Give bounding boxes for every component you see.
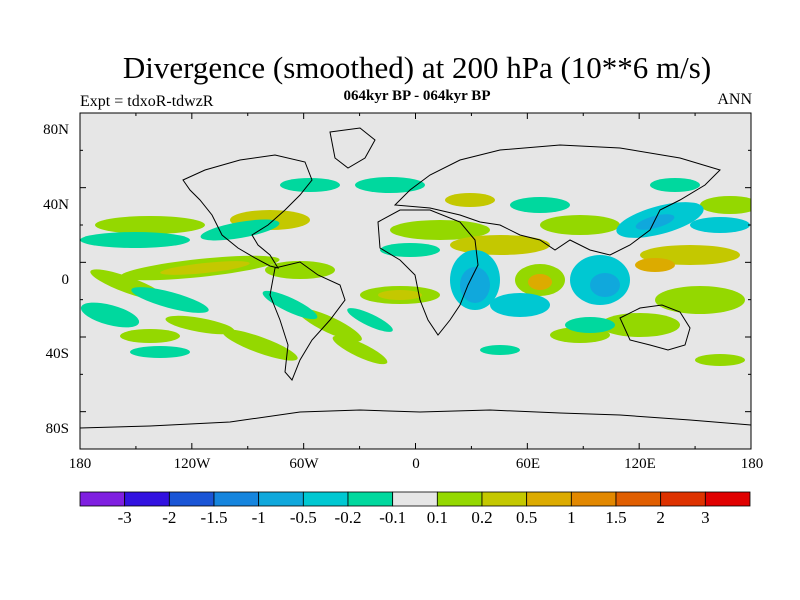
lat-tick-label: 80N: [43, 122, 69, 138]
coast-south-america: [269, 261, 346, 381]
negative-band: [280, 178, 340, 192]
positive-band: [450, 235, 550, 255]
colorbar-label: -1: [251, 508, 266, 527]
lon-tick-label: 180: [740, 456, 764, 472]
colorbar-label: -1.5: [200, 508, 228, 527]
colorbar-label: -0.1: [379, 508, 407, 527]
colorbar-label: 1.5: [605, 508, 627, 527]
colorbar-label: -0.2: [334, 508, 362, 527]
negative-band: [262, 290, 318, 320]
lon-tick-label: 120E: [624, 456, 656, 472]
positive-band: [700, 196, 751, 214]
colorbar-swatch: [392, 491, 438, 507]
negative-band: [510, 197, 570, 213]
lon-tick-label: 60W: [289, 456, 319, 472]
coast-eurasia: [393, 144, 721, 256]
colorbar-label: -2: [162, 508, 177, 527]
colorbar-swatch: [213, 491, 260, 507]
lat-tick-label: 80S: [45, 421, 69, 437]
divergence-field: [80, 177, 751, 366]
colorbar-label: 1: [567, 508, 576, 527]
negative-band: [131, 287, 209, 313]
positive-band: [378, 290, 422, 300]
positive-band: [165, 315, 235, 335]
negative-band: [635, 214, 675, 230]
negative-band: [130, 346, 190, 358]
coast-africa: [377, 209, 479, 336]
negative-band: [690, 217, 750, 233]
lon-tick-label: 180: [68, 456, 92, 472]
positive-band: [695, 354, 745, 366]
positive-band: [635, 258, 675, 272]
lat-tick-label: 40S: [45, 346, 69, 362]
colorbar-swatch: [436, 491, 483, 507]
negative-band: [460, 267, 490, 303]
coast-north-america: [182, 154, 313, 269]
lon-tick-label: 120W: [173, 456, 211, 472]
colorbar-swatch: [258, 491, 304, 507]
positive-band: [445, 193, 495, 207]
map-subtitle: 064kyr BP - 064kyr BP: [343, 88, 491, 104]
positive-band: [332, 335, 388, 365]
negative-band: [590, 273, 620, 297]
positive-band: [160, 261, 250, 275]
experiment-label: Expt = tdxoR-tdwzR: [80, 93, 214, 110]
positive-band: [222, 329, 298, 361]
colorbar-swatch: [302, 491, 349, 507]
lon-tick-label: 60E: [515, 456, 541, 472]
colorbar-swatch: [168, 491, 215, 507]
colorbar-label: 3: [701, 508, 710, 527]
colorbar-swatch: [615, 491, 662, 507]
colorbar-swatch: [526, 491, 572, 507]
positive-band: [540, 215, 620, 235]
lat-tick-label: 40N: [43, 197, 69, 213]
colorbar-swatch: [660, 491, 706, 507]
colorbar: [79, 491, 751, 507]
lat-tick-label: 0: [61, 272, 70, 288]
negative-band: [355, 177, 425, 193]
negative-band: [650, 178, 700, 192]
map-title: Divergence (smoothed) at 200 hPa (10**6 …: [122, 50, 712, 85]
colorbar-swatch: [79, 491, 126, 507]
coastlines: [80, 127, 751, 429]
colorbar-swatch: [570, 491, 617, 507]
negative-band: [80, 302, 140, 328]
season-label: ANN: [717, 91, 752, 108]
positive-band: [120, 329, 180, 343]
colorbar-label: -0.5: [289, 508, 317, 527]
colorbar-swatch: [124, 491, 170, 507]
colorbar-label: -3: [117, 508, 132, 527]
colorbar-swatch: [481, 491, 528, 507]
negative-band: [347, 308, 393, 332]
negative-band: [490, 293, 550, 317]
colorbar-label: 2: [656, 508, 665, 527]
map-background: [80, 113, 751, 449]
coast-greenland: [329, 127, 376, 169]
colorbar-swatch: [704, 491, 751, 507]
positive-band: [390, 220, 490, 240]
colorbar-label: 0.5: [516, 508, 538, 527]
positive-band: [655, 286, 745, 314]
positive-band: [95, 216, 205, 234]
positive-band: [528, 274, 552, 290]
colorbar-label: 0.1: [426, 508, 448, 527]
lon-tick-label: 0: [412, 456, 420, 472]
negative-band: [80, 232, 190, 248]
coast-australia: [619, 304, 691, 351]
negative-band: [200, 219, 280, 241]
colorbar-swatch: [347, 491, 394, 507]
coast-antarctica: [80, 409, 751, 429]
colorbar-label: 0.2: [471, 508, 493, 527]
negative-band: [565, 317, 615, 333]
negative-band: [480, 345, 520, 355]
negative-band: [380, 243, 440, 257]
